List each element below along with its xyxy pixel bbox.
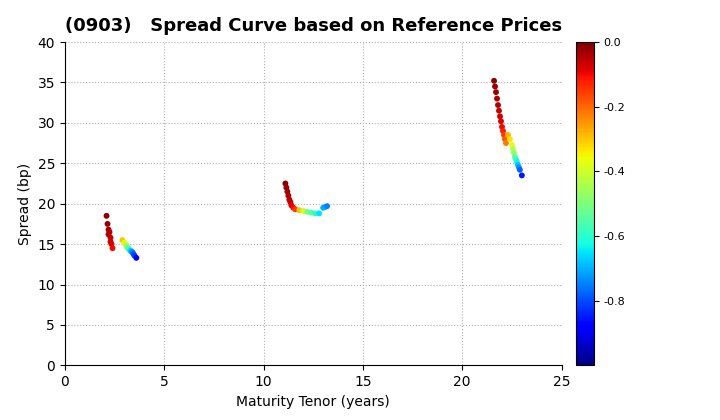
Point xyxy=(122,244,133,251)
Point xyxy=(495,118,507,125)
Text: (0903)   Spread Curve based on Reference Prices: (0903) Spread Curve based on Reference P… xyxy=(65,17,562,35)
Point xyxy=(284,196,295,203)
Point xyxy=(287,205,299,211)
Point xyxy=(281,184,292,191)
Point xyxy=(286,202,297,209)
Point xyxy=(516,172,528,179)
Point xyxy=(494,113,505,120)
Point xyxy=(104,238,116,245)
Point xyxy=(499,136,510,142)
Point xyxy=(502,131,513,138)
Point xyxy=(509,153,521,160)
Point xyxy=(302,208,313,215)
Point xyxy=(500,140,512,147)
Point xyxy=(282,188,293,195)
Point xyxy=(297,207,309,214)
Point xyxy=(125,247,136,254)
Point xyxy=(511,158,523,165)
Point xyxy=(104,228,115,235)
Point xyxy=(121,242,132,249)
Point xyxy=(504,136,516,142)
Point xyxy=(103,226,114,233)
Point xyxy=(120,241,131,247)
Point xyxy=(492,102,504,108)
Point xyxy=(514,166,526,173)
Point xyxy=(321,203,333,210)
Point xyxy=(305,209,317,216)
Point xyxy=(320,204,331,210)
Point xyxy=(125,248,137,255)
Point xyxy=(284,199,296,205)
Point xyxy=(101,213,112,219)
Point xyxy=(122,245,134,252)
Point xyxy=(513,164,525,171)
Point xyxy=(124,247,135,253)
Point xyxy=(130,255,142,261)
Point xyxy=(496,123,508,130)
Point xyxy=(490,83,501,90)
Point xyxy=(506,141,518,148)
Point xyxy=(498,128,509,134)
Point xyxy=(129,252,140,259)
Point xyxy=(294,207,305,213)
Point xyxy=(493,108,505,114)
Point xyxy=(117,237,128,244)
Point xyxy=(289,206,301,213)
Point xyxy=(103,231,114,238)
Point xyxy=(106,241,117,247)
Point xyxy=(310,210,321,217)
Y-axis label: Spread (bp): Spread (bp) xyxy=(18,163,32,245)
Point xyxy=(510,156,522,163)
Point xyxy=(119,239,130,246)
Point xyxy=(107,245,118,252)
Point xyxy=(508,150,520,156)
Point xyxy=(127,250,139,257)
Point xyxy=(102,220,113,227)
Point xyxy=(512,162,523,168)
Point xyxy=(318,205,329,211)
Point xyxy=(491,95,503,102)
Point xyxy=(282,192,294,199)
Point xyxy=(279,180,291,187)
Point xyxy=(488,77,500,84)
Point xyxy=(313,210,325,217)
Point xyxy=(498,131,510,138)
Point xyxy=(490,89,502,95)
X-axis label: Maturity Tenor (years): Maturity Tenor (years) xyxy=(236,395,390,409)
Point xyxy=(507,145,518,152)
Point xyxy=(104,234,116,241)
Point xyxy=(127,249,138,255)
